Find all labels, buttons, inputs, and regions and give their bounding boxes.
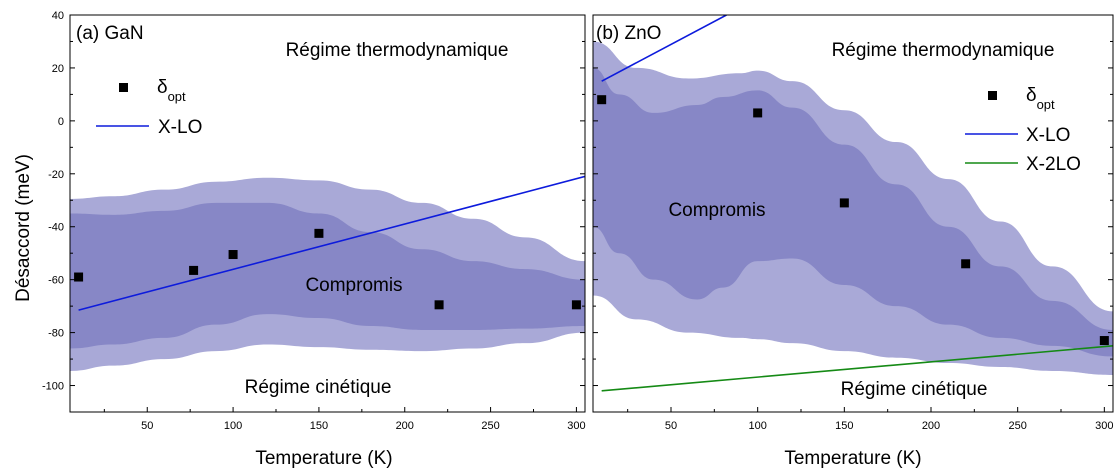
x-tick-label: 50 (665, 420, 677, 432)
line-x-lo (78, 175, 585, 311)
x-tick-label: 200 (396, 420, 414, 432)
line-x-lo (601, 15, 727, 82)
legend-delta-label: δopt (1026, 85, 1055, 112)
annotation-kinetic: Régime cinétique (841, 379, 988, 400)
annotation-thermodynamic: Régime thermodynamique (832, 40, 1055, 61)
data-points (74, 228, 581, 310)
panel-label: (a) GaN (76, 23, 144, 44)
x-axis-title: Temperature (K) (255, 448, 392, 469)
confidence-bands (593, 41, 1113, 375)
annotation-kinetic: Régime cinétique (245, 377, 392, 398)
band-inner (593, 67, 1113, 357)
x-tick-label: 50 (141, 420, 153, 432)
x-tick-label: 250 (481, 420, 499, 432)
x-tick-label: 100 (224, 420, 242, 432)
data-point (753, 108, 763, 118)
annotation-compromise: Compromis (305, 275, 402, 296)
y-tick-label: 0 (58, 116, 64, 128)
reference-lines (78, 175, 585, 311)
confidence-bands (70, 177, 585, 371)
data-point (314, 228, 324, 238)
y-tick-label: 20 (52, 63, 64, 75)
x-tick-label: 150 (835, 420, 853, 432)
legend-marker-delta (119, 83, 128, 92)
axes: 50 100 150 200 250 300 (592, 14, 1114, 432)
data-point (961, 259, 971, 269)
panel-zno: 50 100 150 200 250 300 (b) ZnO Régime thermod… (592, 14, 1114, 432)
legend: δopt X-LO (96, 77, 202, 138)
data-points (597, 95, 1109, 346)
data-point (597, 95, 607, 105)
reference-lines (601, 15, 1113, 392)
plot-frame (69, 14, 586, 413)
data-point (839, 198, 849, 208)
x-tick-label: 300 (567, 420, 585, 432)
y-tick-label: -80 (48, 328, 64, 340)
line-x-2lo (601, 345, 1113, 392)
legend-x2lo-label: X-2LO (1026, 154, 1081, 175)
y-tick-label: -40 (48, 222, 64, 234)
legend: δopt X-LO X-2LO (965, 85, 1081, 175)
data-point (74, 272, 84, 282)
annotation-compromise: Compromis (668, 200, 765, 221)
x-tick-label: 100 (748, 420, 766, 432)
data-point (1099, 336, 1109, 346)
data-point (571, 300, 581, 310)
data-point (228, 250, 238, 260)
y-tick-label: -20 (48, 169, 64, 181)
legend-xlo-label: X-LO (158, 117, 202, 138)
legend-marker-delta (988, 91, 997, 100)
data-point (189, 265, 199, 275)
y-axis-title: Désaccord (meV) (13, 154, 34, 302)
annotation-thermodynamic: Régime thermodynamique (286, 40, 509, 61)
data-point (434, 300, 444, 310)
panel-label: (b) ZnO (596, 23, 661, 44)
x-tick-label: 200 (922, 420, 940, 432)
plot-frame (592, 14, 1114, 413)
legend-delta-label: δopt (157, 77, 186, 104)
x-tick-label: 150 (310, 420, 328, 432)
y-tick-label: -100 (42, 381, 64, 393)
x-tick-label: 250 (1008, 420, 1026, 432)
band-inner (70, 202, 585, 349)
legend-xlo-label: X-LO (1026, 125, 1070, 146)
x-axis-title: Temperature (K) (784, 448, 921, 469)
x-tick-label: 300 (1095, 420, 1113, 432)
y-tick-label: 40 (52, 10, 64, 22)
y-tick-label: -60 (48, 275, 64, 287)
